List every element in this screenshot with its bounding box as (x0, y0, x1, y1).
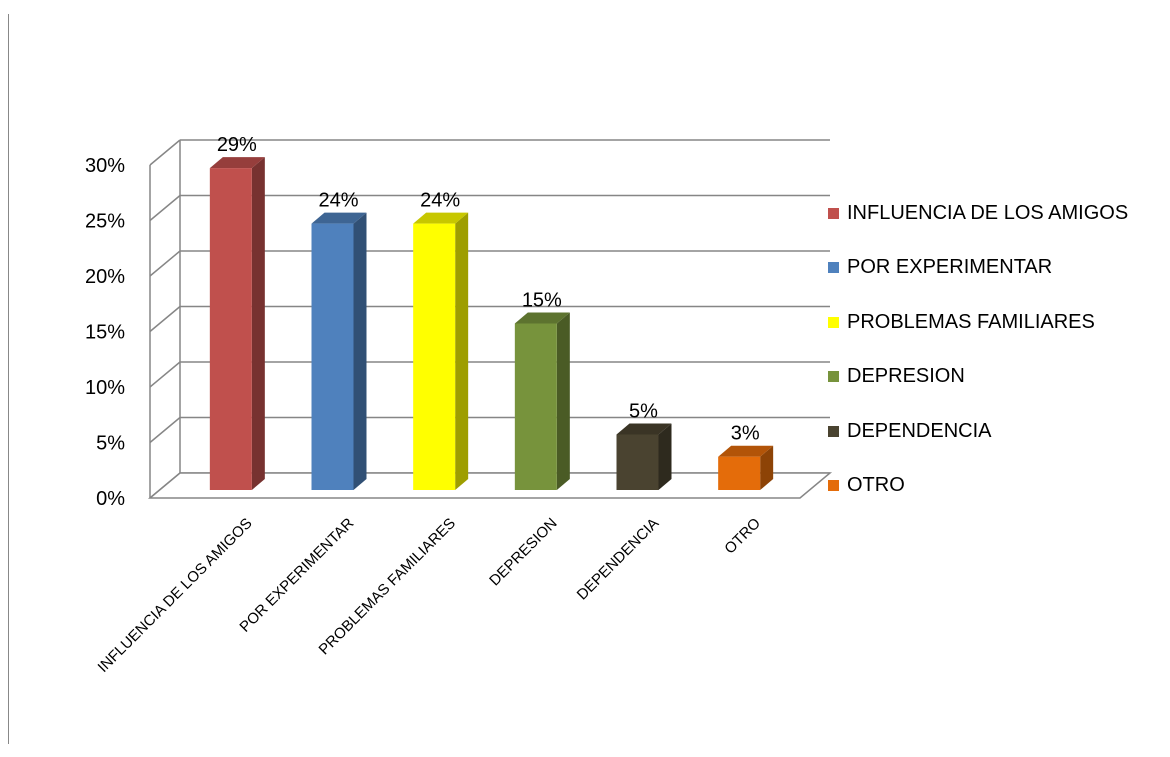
y-tick-label: 15% (85, 322, 125, 344)
bar-front (616, 434, 659, 490)
bar-top (718, 445, 774, 457)
y-tick-label: 10% (85, 377, 125, 399)
y-tick-label: 0% (96, 488, 125, 510)
legend-label: DEPRESION (847, 365, 965, 388)
gridline-side (149, 194, 181, 222)
legend: INFLUENCIA DE LOS AMIGOS POR EXPERIMENTAR… (828, 186, 1128, 513)
legend-swatch (828, 425, 839, 437)
bar-side (455, 212, 469, 490)
bar-front (514, 323, 557, 490)
legend-swatch (828, 207, 839, 219)
bar-2 (311, 212, 367, 490)
bar-front (413, 223, 456, 490)
bar-top (311, 212, 367, 224)
bar-side (760, 445, 774, 490)
gridline-side (149, 250, 181, 277)
legend-item: PROBLEMAS FAMILIARES (828, 295, 1128, 350)
gridline-side (149, 305, 181, 333)
bar-front (209, 168, 252, 490)
category-label: DEPRESION (486, 515, 561, 590)
y-tick-label: 30% (85, 155, 125, 177)
gridline-side (149, 361, 181, 388)
data-label: 24% (318, 190, 358, 212)
gridline-side (149, 416, 181, 444)
legend-item: DEPRESION (828, 350, 1128, 405)
gridline-side (149, 139, 181, 166)
legend-swatch (828, 371, 839, 383)
y-tick-label: 20% (85, 266, 125, 288)
legend-item: DEPENDENCIA (828, 404, 1128, 459)
category-label: OTRO (721, 515, 764, 558)
category-label: DEPENDENCIA (574, 515, 663, 604)
data-label: 29% (217, 134, 257, 156)
bar-4 (514, 312, 570, 490)
legend-swatch (828, 480, 839, 492)
legend-item: INFLUENCIA DE LOS AMIGOS (828, 186, 1128, 241)
legend-label: POR EXPERIMENTAR (847, 256, 1053, 279)
category-label: INFLUENCIA DE LOS AMIGOS (95, 515, 256, 676)
bar-side (353, 212, 367, 490)
bar-front (311, 223, 354, 490)
legend-label: OTRO (847, 474, 905, 497)
y-axis-ticks: 0% 5% 10% 15% 20% 25% 30% (85, 155, 125, 510)
legend-label: DEPENDENCIA (847, 419, 992, 442)
y-tick-label: 25% (85, 211, 125, 233)
category-label: POR EXPERIMENTAR (236, 515, 357, 636)
legend-label: PROBLEMAS FAMILIARES (847, 310, 1095, 333)
legend-label: INFLUENCIA DE LOS AMIGOS (847, 201, 1129, 224)
bar-3 (413, 212, 469, 490)
bar-front (718, 456, 761, 490)
data-label: 15% (522, 290, 562, 312)
bar-top (209, 157, 265, 169)
data-label: 24% (420, 190, 460, 212)
bar-side (251, 157, 265, 490)
bar-side (658, 423, 672, 490)
bar-side (556, 312, 570, 490)
bar-1 (209, 157, 265, 490)
data-label: 3% (731, 423, 760, 445)
legend-swatch (828, 262, 839, 274)
legend-item: OTRO (828, 459, 1128, 514)
y-tick-label: 5% (96, 433, 125, 455)
bars: 29% 24% 24% 15% 5% 3% (209, 134, 774, 490)
bar-top (514, 312, 570, 324)
bar-top (616, 423, 672, 435)
data-label: 5% (629, 401, 658, 423)
legend-item: POR EXPERIMENTAR (828, 241, 1128, 296)
bar-5 (616, 423, 672, 490)
page-border (8, 14, 9, 744)
bar-top (413, 212, 469, 224)
legend-swatch (828, 316, 839, 328)
bar-6 (718, 445, 774, 490)
